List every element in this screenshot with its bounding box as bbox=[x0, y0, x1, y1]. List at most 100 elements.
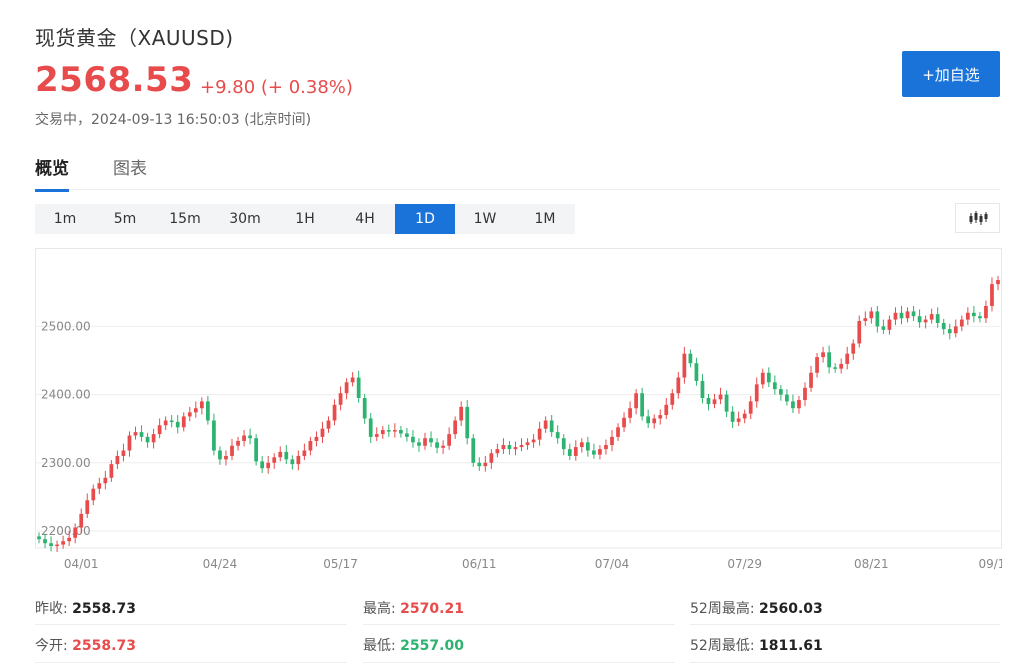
candle-body bbox=[700, 380, 705, 398]
candle-body bbox=[483, 462, 488, 467]
x-tick-label: 07/04 bbox=[595, 557, 630, 571]
candle-body bbox=[887, 319, 892, 330]
candle-body bbox=[97, 483, 102, 489]
period-15m[interactable]: 15m bbox=[169, 211, 201, 227]
candle-body bbox=[706, 398, 711, 405]
period-1mo[interactable]: 1M bbox=[534, 211, 556, 227]
candle-body bbox=[447, 434, 452, 446]
stat-value: 2558.73 bbox=[72, 638, 136, 654]
candle-body bbox=[742, 413, 747, 419]
candle-body bbox=[465, 406, 470, 439]
stat-divider bbox=[690, 662, 1000, 663]
period-1w[interactable]: 1W bbox=[473, 211, 497, 227]
stat-value: 2570.21 bbox=[400, 601, 464, 617]
candle-body bbox=[579, 442, 584, 448]
candle-body bbox=[441, 445, 445, 448]
candle-body bbox=[996, 280, 1000, 285]
y-tick-label: 2500.00 bbox=[41, 319, 91, 333]
period-5m[interactable]: 5m bbox=[113, 211, 137, 227]
candle-body bbox=[296, 455, 301, 465]
candle-body bbox=[344, 382, 349, 394]
candle-body bbox=[839, 363, 844, 369]
candle-body bbox=[55, 544, 59, 547]
candle-body bbox=[561, 438, 566, 450]
x-tick-label: 05/17 bbox=[323, 557, 358, 571]
candle-body bbox=[248, 435, 252, 439]
stat-open: 今开: 2558.73 bbox=[35, 635, 136, 655]
candle-body bbox=[224, 455, 228, 460]
candle-body bbox=[206, 401, 210, 421]
stat-value: 2557.00 bbox=[400, 638, 464, 654]
candle-body bbox=[411, 436, 415, 443]
candle-body bbox=[236, 440, 240, 446]
candle-body bbox=[320, 428, 325, 437]
period-4h[interactable]: 4H bbox=[355, 211, 375, 227]
candle-body bbox=[567, 449, 572, 456]
stat-value: 1811.61 bbox=[758, 638, 823, 654]
candle-body bbox=[965, 312, 970, 320]
candle-body bbox=[875, 311, 880, 327]
candle-body bbox=[748, 401, 753, 414]
candle-body bbox=[115, 455, 120, 465]
candle-body bbox=[845, 353, 850, 364]
candle-body bbox=[899, 312, 904, 319]
candle-body bbox=[778, 389, 783, 395]
stat-prev-close: 昨收: 2558.73 bbox=[35, 598, 136, 618]
chart-type-button[interactable] bbox=[955, 203, 1000, 233]
candle-body bbox=[640, 393, 645, 417]
candle-body bbox=[754, 384, 759, 402]
candle-body bbox=[163, 420, 168, 426]
candle-body bbox=[646, 416, 651, 424]
stat-divider bbox=[35, 624, 347, 625]
candle-body bbox=[664, 404, 669, 416]
candle-body bbox=[688, 353, 693, 364]
price-chart: 2200.00 2300.00 2400.00 2500.00 04/01 04/24 05… bbox=[35, 248, 1002, 578]
candle-body bbox=[326, 420, 331, 429]
candle-body bbox=[417, 442, 421, 446]
candle-body bbox=[278, 451, 283, 458]
candle-body bbox=[477, 462, 482, 467]
candle-body bbox=[863, 318, 868, 321]
candle-body bbox=[181, 416, 186, 428]
candle-body bbox=[598, 449, 602, 455]
candle-body bbox=[350, 377, 355, 383]
candle-body bbox=[628, 408, 632, 418]
candle-body bbox=[91, 488, 96, 501]
candle-body bbox=[489, 453, 494, 463]
candle-body bbox=[332, 404, 337, 421]
add-to-watchlist-button[interactable]: +加自选 bbox=[902, 51, 1000, 97]
candle-body bbox=[905, 311, 910, 319]
period-1m[interactable]: 1m bbox=[53, 211, 77, 227]
period-1h[interactable]: 1H bbox=[295, 211, 315, 227]
stat-value: 2560.03 bbox=[758, 601, 823, 617]
current-price: 2568.53 bbox=[35, 60, 194, 100]
candle-body bbox=[272, 457, 277, 463]
candle-body bbox=[37, 536, 41, 540]
candle-body bbox=[549, 420, 554, 433]
candle-body bbox=[338, 393, 343, 405]
candle-body bbox=[857, 320, 862, 344]
trading-status: 交易中，2024-09-13 16:50:03 (北京时间) bbox=[35, 112, 312, 128]
tab-bar: 概览 图表 bbox=[35, 154, 1000, 192]
candle-body bbox=[157, 425, 162, 435]
candle-body bbox=[766, 372, 771, 383]
candle-body bbox=[797, 400, 801, 409]
candle-body bbox=[290, 459, 295, 465]
period-1d[interactable]: 1D bbox=[395, 204, 455, 234]
candle-body bbox=[284, 451, 289, 460]
candle-body bbox=[392, 430, 397, 432]
candle-body bbox=[525, 442, 530, 446]
tab-overview[interactable]: 概览 bbox=[35, 154, 69, 192]
candle-body bbox=[193, 408, 198, 413]
candle-body bbox=[386, 430, 391, 432]
candle-body bbox=[429, 438, 433, 443]
candle-body bbox=[712, 399, 717, 405]
candle-body bbox=[941, 323, 946, 330]
tab-chart[interactable]: 图表 bbox=[113, 159, 147, 179]
stat-52w-high: 52周最高: 2560.03 bbox=[690, 598, 823, 618]
candle-body bbox=[760, 372, 765, 385]
candle-body bbox=[803, 387, 807, 401]
period-30m[interactable]: 30m bbox=[229, 211, 261, 227]
candle-body bbox=[935, 314, 940, 323]
candle-body bbox=[435, 442, 439, 448]
